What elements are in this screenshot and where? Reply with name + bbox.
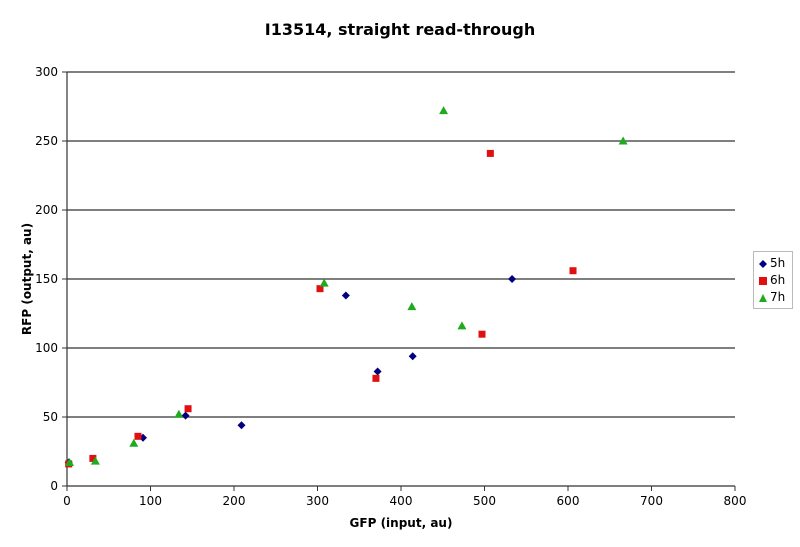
data-point-5h [181,411,190,420]
data-point-5h [508,275,517,283]
data-point-6h [569,267,577,275]
y-tick-label: 200 [35,203,58,217]
legend-label: 7h [770,290,786,304]
triangle-marker-icon [759,294,767,302]
square-marker-icon [759,277,767,285]
data-point-7h [129,438,139,447]
x-tick-label: 100 [139,494,162,508]
y-tick-label: 150 [35,272,58,286]
diamond-marker-icon [759,260,767,268]
x-tick-label: 200 [223,494,246,508]
legend-label: 5h [770,256,786,270]
data-point-6h [478,330,486,338]
data-point-7h [90,456,100,465]
gridlines [67,71,735,418]
y-tick-label: 50 [43,410,58,424]
x-tick-label: 600 [557,494,580,508]
data-point-7h [618,136,628,145]
data-point-7h [407,302,417,311]
data-point-5h [237,421,246,430]
axes [62,71,736,491]
x-tick-label: 300 [306,494,329,508]
data-point-7h [439,106,449,115]
data-point-5h [408,352,417,361]
y-axis-title: RFP (output, au) [20,223,34,335]
data-point-7h [457,321,467,330]
y-tick-label: 250 [35,134,58,148]
data-point-6h [486,149,494,157]
data-point-7h [319,278,329,287]
data-point-6h [89,454,97,462]
y-tick-label: 100 [35,341,58,355]
data-point-6h [372,374,380,382]
data-point-6h [134,432,142,440]
data-points [64,106,628,468]
legend-label: 6h [770,273,786,287]
chart-title: I13514, straight read-through [264,20,536,39]
x-tick-label: 0 [63,494,71,508]
y-tick-label: 0 [50,479,58,493]
x-tick-label: 700 [640,494,663,508]
legend: 5h 6h 7h [753,251,793,309]
data-point-6h [184,405,192,413]
y-tick-label: 300 [35,65,58,79]
x-tick-label: 500 [473,494,496,508]
data-point-5h [373,367,382,376]
tick-labels: 0 50 100 150 200 250 300 0 100 200 300 400 500 600 700… [35,65,746,508]
x-tick-label: 400 [390,494,413,508]
data-point-6h [316,285,324,293]
data-point-5h [341,291,350,300]
data-point-7h [65,458,75,467]
x-axis-title: GFP (input, au) [350,516,453,530]
data-point-7h [174,409,184,418]
x-tick-label: 800 [724,494,747,508]
